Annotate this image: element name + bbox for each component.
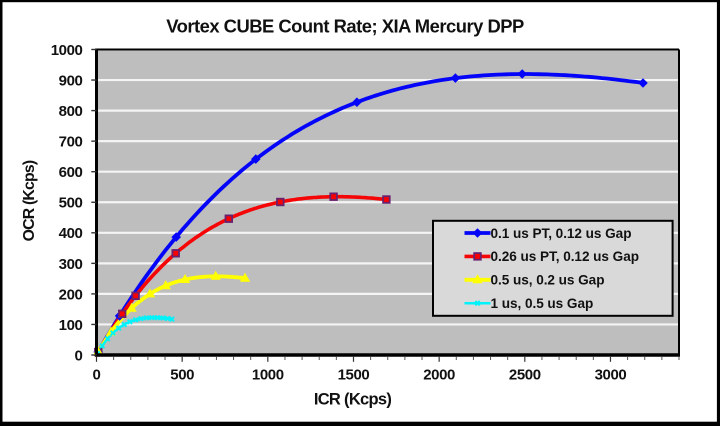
svg-text:0: 0: [75, 347, 83, 364]
svg-text:700: 700: [59, 134, 83, 151]
svg-text:1000: 1000: [252, 367, 284, 384]
svg-text:500: 500: [170, 367, 194, 384]
svg-text:1500: 1500: [338, 367, 370, 384]
svg-text:100: 100: [59, 317, 83, 334]
svg-text:ICR (Kcps): ICR (Kcps): [314, 391, 392, 409]
svg-text:1 us, 0.5 us Gap: 1 us, 0.5 us Gap: [491, 296, 594, 311]
svg-text:3000: 3000: [595, 367, 627, 384]
svg-text:0: 0: [93, 367, 101, 384]
svg-text:0.5 us, 0.2 us Gap: 0.5 us, 0.2 us Gap: [491, 273, 605, 288]
svg-text:2500: 2500: [509, 367, 541, 384]
svg-text:900: 900: [59, 73, 83, 90]
svg-text:200: 200: [59, 286, 83, 303]
svg-text:400: 400: [59, 225, 83, 242]
svg-text:300: 300: [59, 256, 83, 273]
svg-text:600: 600: [59, 164, 83, 181]
svg-text:Vortex CUBE Count Rate; XIA Me: Vortex CUBE Count Rate; XIA Mercury DPP: [166, 16, 524, 37]
svg-text:500: 500: [59, 195, 83, 212]
svg-text:2000: 2000: [423, 367, 455, 384]
svg-text:1000: 1000: [51, 42, 83, 59]
svg-text:800: 800: [59, 103, 83, 120]
svg-text:0.26 us PT, 0.12 us Gap: 0.26 us PT, 0.12 us Gap: [491, 249, 639, 264]
svg-text:0.1 us PT, 0.12 us Gap: 0.1 us PT, 0.12 us Gap: [491, 226, 632, 241]
svg-text:OCR (Kcps): OCR (Kcps): [21, 160, 38, 241]
